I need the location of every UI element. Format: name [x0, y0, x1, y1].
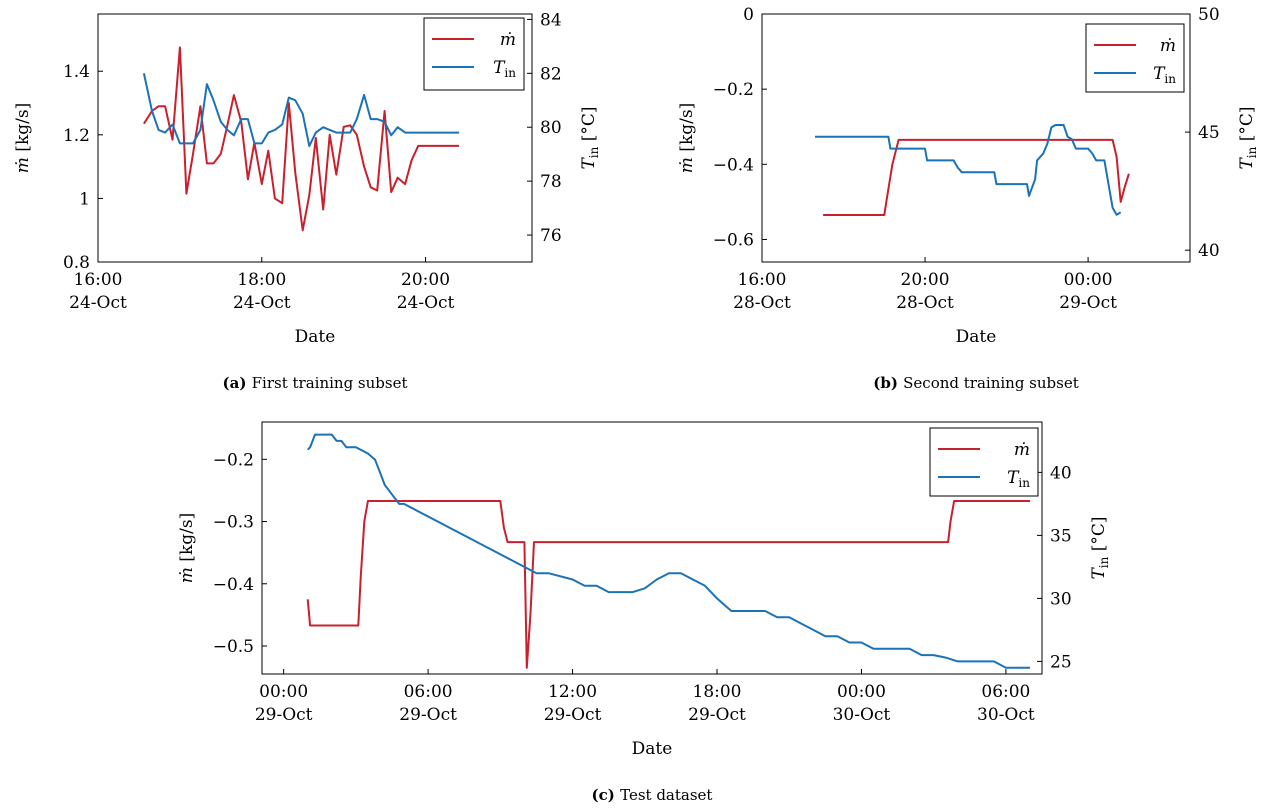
series-line-tin	[815, 124, 1122, 216]
y-axis-label-right: Tin [°C]	[1237, 106, 1259, 169]
x-tick-label: 16:00	[738, 270, 787, 290]
y-left-tick-label: −0.3	[213, 513, 254, 533]
legend-box	[1085, 23, 1185, 93]
x-axis-label: Date	[632, 739, 673, 759]
y-left-tick-label: −0.4	[713, 155, 754, 175]
chart-panel-b: −0.6 −0.4 −0.2 0 40 45 50 16:00 28-Oct 20:00 28-Oc…	[677, 5, 1259, 392]
x-tick-label: 18:00	[693, 682, 742, 702]
y-right-tick-label: 40	[1198, 241, 1220, 261]
series-line-mdot	[823, 138, 1130, 216]
plot-frame	[261, 421, 1043, 675]
y-right-tick-label: 40	[1050, 463, 1072, 483]
x-tick-label: 00:00	[837, 682, 886, 702]
series-line-mdot	[143, 46, 460, 232]
x-tick-label: 16:00	[74, 270, 123, 290]
x-tick-label: 12:00	[548, 682, 597, 702]
x-tick-label: 24-Oct	[233, 293, 291, 313]
x-tick-label: 28-Oct	[896, 293, 954, 313]
y-right-tick-label: 35	[1050, 526, 1072, 546]
legend-entry: Tin	[1007, 468, 1030, 490]
series-line-tin	[142, 73, 460, 148]
legend-entry: ṁ	[500, 30, 516, 50]
legend-entry: ṁ	[1160, 36, 1176, 56]
y-right-tick-label: 50	[1198, 5, 1220, 25]
panel-caption: (c) Test dataset	[592, 786, 713, 804]
legend-entry: ṁ	[1014, 440, 1030, 460]
legend-box	[929, 427, 1039, 497]
chart-panel-a: 0.8 1 1.2 1.4 76 78 80 82 84 16:00 24-Oct 18:00 24-O…	[13, 10, 601, 392]
x-tick-label: 24-Oct	[69, 293, 127, 313]
x-axis-label: Date	[295, 327, 336, 347]
y-right-tick-label: 80	[540, 118, 562, 138]
y-right-tick-label: 78	[540, 172, 562, 192]
y-right-tick-label: 45	[1198, 123, 1220, 143]
y-right-tick-label: 82	[540, 64, 562, 84]
x-tick-label: 30-Oct	[833, 705, 891, 725]
x-tick-label: 06:00	[404, 682, 453, 702]
x-tick-label: 06:00	[981, 682, 1030, 702]
plot-frame	[761, 13, 1191, 263]
y-left-tick-label: −0.2	[713, 80, 754, 100]
y-left-tick-label: 1	[79, 189, 90, 209]
x-tick-label: 29-Oct	[544, 705, 602, 725]
y-axis-label-left: ṁ [kg/s]	[677, 103, 697, 173]
x-tick-label: 24-Oct	[397, 293, 455, 313]
x-tick-label: 29-Oct	[688, 705, 746, 725]
x-tick-label: 29-Oct	[255, 705, 313, 725]
legend-box	[423, 17, 525, 91]
x-tick-label: 00:00	[1064, 270, 1113, 290]
y-axis-label-right: Tin [°C]	[1089, 516, 1111, 579]
x-axis-label: Date	[956, 327, 997, 347]
legend-entry: Tin	[493, 58, 516, 80]
y-axis-label-right: Tin [°C]	[579, 106, 601, 169]
y-right-tick-label: 76	[540, 226, 562, 246]
y-left-tick-label: 0	[743, 5, 754, 25]
y-left-tick-label: −0.2	[213, 450, 254, 470]
y-axis-label-left: ṁ [kg/s]	[177, 513, 197, 583]
x-tick-label: 30-Oct	[977, 705, 1035, 725]
panel-caption: (a) First training subset	[223, 374, 408, 392]
y-right-tick-label: 25	[1050, 652, 1072, 672]
y-left-tick-label: 0.8	[63, 253, 90, 273]
x-tick-label: 18:00	[237, 270, 286, 290]
x-tick-label: 00:00	[259, 682, 308, 702]
x-tick-label: 20:00	[401, 270, 450, 290]
series-line-tin	[306, 433, 1030, 669]
y-left-tick-label: −0.6	[713, 230, 754, 250]
y-left-tick-label: −0.4	[213, 575, 254, 595]
x-tick-label: 29-Oct	[399, 705, 457, 725]
y-left-tick-label: 1.4	[63, 62, 90, 82]
series-line-mdot	[306, 500, 1030, 669]
y-left-tick-label: −0.5	[213, 637, 254, 657]
x-tick-label: 28-Oct	[733, 293, 791, 313]
y-right-tick-label: 84	[540, 10, 562, 30]
y-right-tick-label: 30	[1050, 589, 1072, 609]
panel-caption: (b) Second training subset	[873, 374, 1079, 392]
chart-panel-c: −0.5 −0.4 −0.3 −0.2 25 30 35 40 00:00 29-Oct 06:00…	[177, 421, 1111, 804]
plot-frame	[97, 13, 533, 263]
y-axis-label-left: ṁ [kg/s]	[13, 103, 33, 173]
x-tick-label: 29-Oct	[1059, 293, 1117, 313]
x-tick-label: 20:00	[901, 270, 950, 290]
legend-entry: Tin	[1153, 64, 1176, 86]
y-left-tick-label: 1.2	[63, 126, 90, 146]
